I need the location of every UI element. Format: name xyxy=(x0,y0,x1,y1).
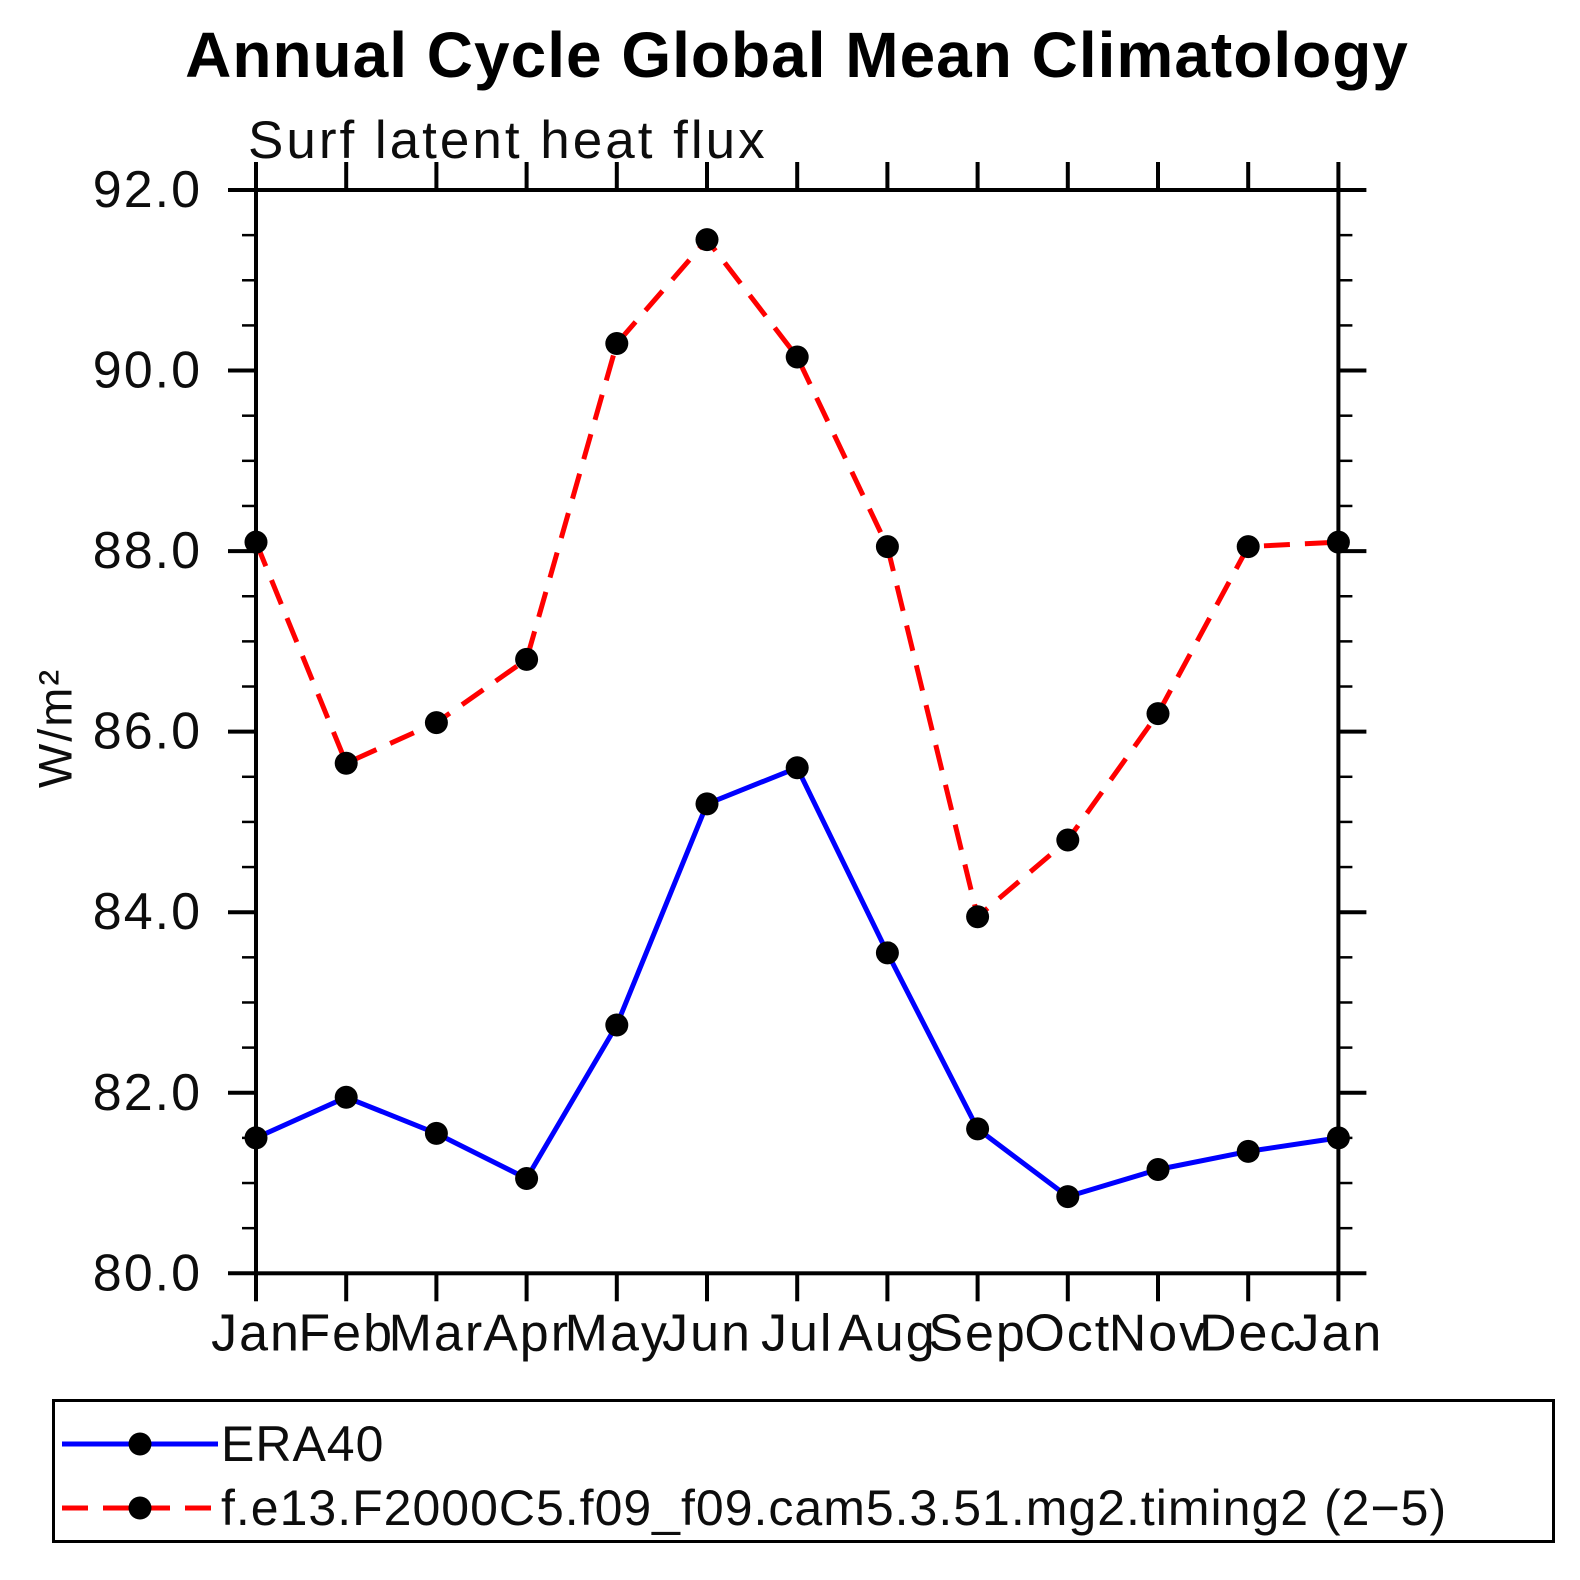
y-tick-label: 82.0 xyxy=(93,1064,202,1122)
legend-box: ERA40 f.e13.F2000C5.f09_f09.cam5.3.51.mg… xyxy=(52,1399,1555,1543)
x-tick-label-month: May xyxy=(565,1304,669,1362)
x-tick-label-month: Apr xyxy=(483,1304,570,1362)
x-tick-label-month: Feb xyxy=(298,1304,394,1362)
data-point-marker xyxy=(1236,1139,1260,1163)
data-point-marker xyxy=(966,905,990,929)
x-tick-label-month: Aug xyxy=(838,1304,937,1362)
x-tick-label-month: Mar xyxy=(389,1304,485,1362)
legend-label-model: f.e13.F2000C5.f09_f09.cam5.3.51.mg2.timi… xyxy=(221,1480,1448,1536)
series-line-0 xyxy=(254,765,1339,1200)
y-tick-label: 90.0 xyxy=(93,342,202,400)
data-point-marker xyxy=(695,792,719,816)
x-tick-label-month: Nov xyxy=(1109,1304,1207,1362)
legend-marker-dot xyxy=(128,1496,152,1520)
y-tick-label: 92.0 xyxy=(93,161,202,219)
y-tick-label: 88.0 xyxy=(93,522,202,580)
data-point-marker xyxy=(875,941,899,965)
chart-subtitle: Surf latent heat flux xyxy=(248,111,768,170)
data-point-marker xyxy=(244,1126,268,1150)
legend-marker-dot xyxy=(128,1432,152,1456)
data-point-marker xyxy=(424,711,448,735)
legend-sample-solid-line xyxy=(62,1432,218,1456)
data-point-marker xyxy=(334,751,358,775)
data-point-marker xyxy=(1326,1126,1350,1150)
data-point-marker xyxy=(605,331,629,355)
chart-title: Annual Cycle Global Mean Climatology xyxy=(185,19,1409,91)
legend-row-model: f.e13.F2000C5.f09_f09.cam5.3.51.mg2.timi… xyxy=(55,1478,1552,1538)
data-point-marker xyxy=(695,228,719,252)
x-tick-label-month: Oct xyxy=(1024,1304,1111,1362)
data-point-marker xyxy=(1146,702,1170,726)
x-tick-label-month: Jan xyxy=(1293,1304,1383,1362)
data-point-marker xyxy=(424,1121,448,1145)
data-point-marker xyxy=(1146,1157,1170,1181)
series-line-1 xyxy=(253,237,1339,920)
legend-label-era40: ERA40 xyxy=(221,1416,385,1472)
data-point-marker xyxy=(334,1085,358,1109)
y-tick-label: 84.0 xyxy=(93,883,202,941)
x-tick-label-month: Sep xyxy=(928,1304,1027,1362)
x-tick-label-month: Jan xyxy=(211,1304,301,1362)
x-tick-label-month: Dec xyxy=(1199,1304,1297,1362)
data-point-marker xyxy=(785,345,809,369)
data-point-marker xyxy=(515,647,539,671)
data-point-marker xyxy=(515,1167,539,1191)
y-tick-label: 80.0 xyxy=(93,1244,202,1302)
data-point-marker xyxy=(1236,535,1260,559)
legend-row-era40: ERA40 xyxy=(55,1414,1552,1474)
data-point-marker xyxy=(966,1117,990,1141)
data-point-marker xyxy=(1056,1185,1080,1209)
data-point-marker xyxy=(244,530,268,554)
data-point-marker xyxy=(785,756,809,780)
legend-sample-dashed-line xyxy=(62,1496,218,1520)
data-point-marker xyxy=(1326,530,1350,554)
x-tick-label-month: Jul xyxy=(761,1304,833,1362)
data-point-marker xyxy=(1056,828,1080,852)
y-tick-label: 86.0 xyxy=(93,703,202,761)
data-point-marker xyxy=(605,1013,629,1037)
data-point-marker xyxy=(875,535,899,559)
x-tick-label-month: Jun xyxy=(662,1304,752,1362)
